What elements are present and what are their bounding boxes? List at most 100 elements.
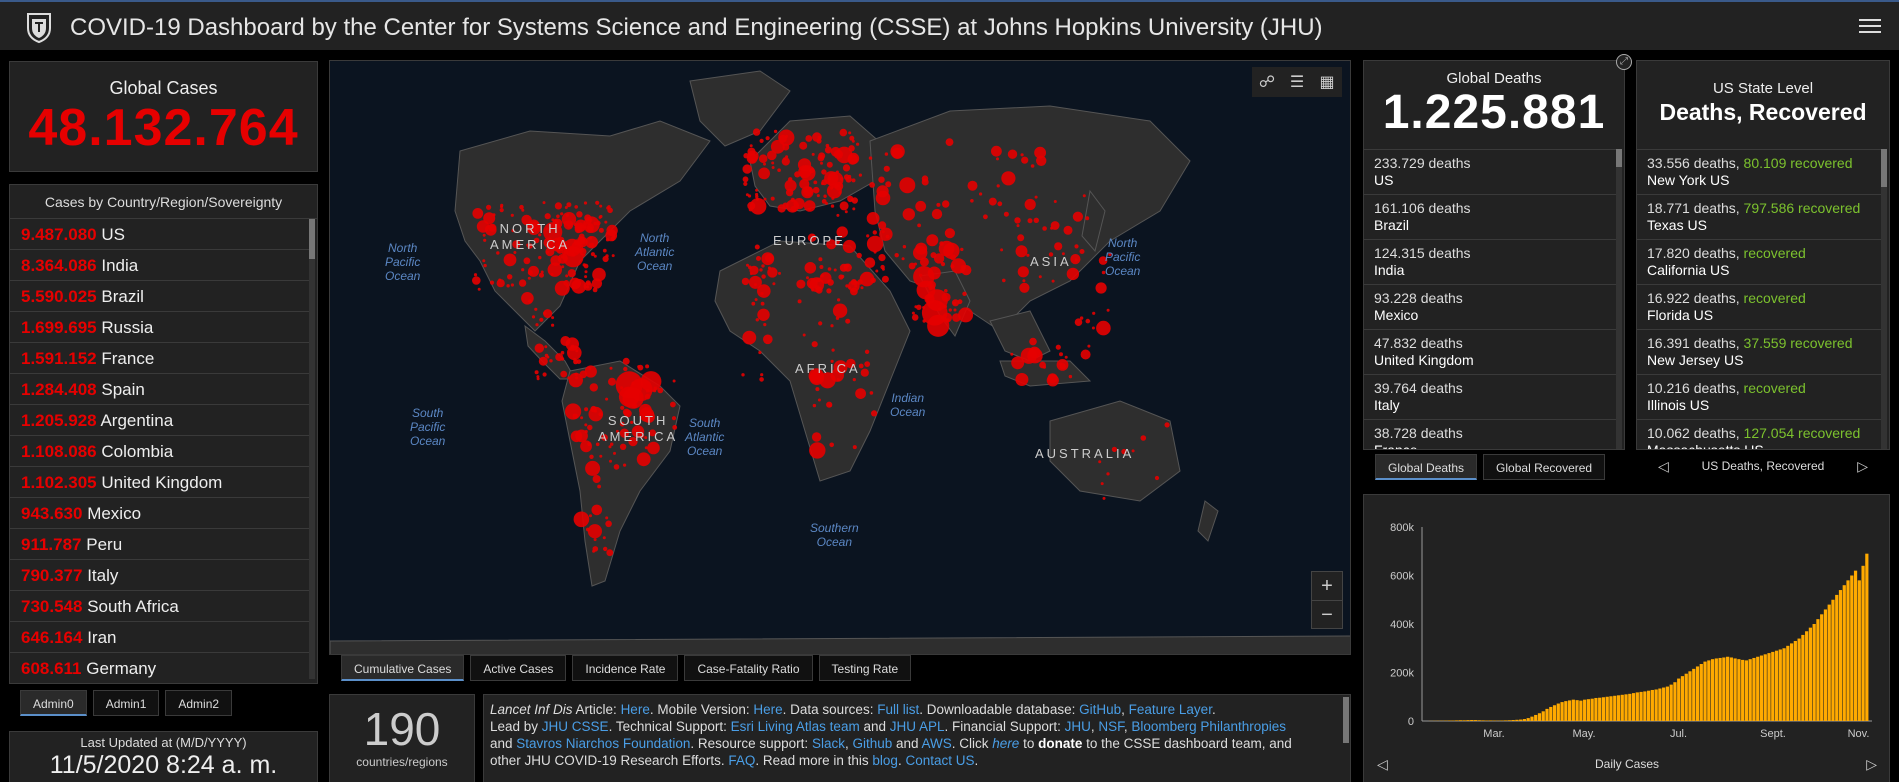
case-bubble[interactable]	[773, 129, 778, 134]
chart-bar[interactable]	[1812, 624, 1816, 721]
case-bubble[interactable]	[583, 216, 600, 233]
case-bubble[interactable]	[996, 184, 1000, 188]
country-row[interactable]: 790.377 Italy	[10, 560, 310, 591]
case-bubble[interactable]	[534, 370, 539, 375]
case-bubble[interactable]	[542, 201, 546, 205]
case-bubble[interactable]	[595, 200, 600, 205]
chart-bar[interactable]	[1643, 691, 1647, 721]
chart-bar[interactable]	[1710, 659, 1715, 721]
legend-list-icon[interactable]: ☰	[1289, 74, 1305, 91]
case-bubble[interactable]	[560, 370, 568, 378]
chart-bar[interactable]	[1771, 651, 1775, 721]
case-bubble[interactable]	[823, 194, 827, 198]
case-bubble[interactable]	[580, 440, 592, 453]
case-bubble[interactable]	[866, 234, 870, 238]
case-bubble[interactable]	[543, 309, 553, 319]
case-bubble[interactable]	[845, 318, 851, 324]
case-bubble[interactable]	[1111, 446, 1117, 452]
case-bubble[interactable]	[585, 285, 590, 289]
case-bubble[interactable]	[1106, 308, 1110, 312]
case-bubble[interactable]	[1066, 267, 1080, 281]
chart-bar[interactable]	[1729, 657, 1733, 721]
case-bubble[interactable]	[583, 225, 587, 229]
case-bubble[interactable]	[799, 141, 808, 150]
case-bubble[interactable]	[757, 284, 771, 298]
case-bubble[interactable]	[948, 308, 952, 312]
case-bubble[interactable]	[831, 348, 835, 352]
case-bubble[interactable]	[988, 197, 997, 206]
case-bubble[interactable]	[615, 429, 619, 433]
case-bubble[interactable]	[796, 279, 806, 289]
case-bubble[interactable]	[983, 214, 988, 220]
case-bubble[interactable]	[608, 377, 616, 386]
chart-bar[interactable]	[1455, 720, 1459, 721]
case-bubble[interactable]	[885, 234, 890, 239]
case-bubble[interactable]	[628, 437, 638, 447]
case-bubble[interactable]	[916, 304, 922, 310]
chart-bar[interactable]	[1756, 656, 1760, 721]
case-bubble[interactable]	[609, 366, 613, 370]
case-bubble[interactable]	[1059, 352, 1063, 357]
case-bubble[interactable]	[591, 278, 603, 289]
donate-here-link[interactable]: here	[992, 736, 1020, 751]
chart-bar[interactable]	[1541, 711, 1545, 721]
chart-bar[interactable]	[1865, 553, 1869, 721]
case-bubble[interactable]	[1034, 195, 1038, 199]
case-bubble[interactable]	[602, 255, 609, 263]
case-bubble[interactable]	[472, 208, 484, 219]
case-bubble[interactable]	[1121, 448, 1127, 455]
case-bubble[interactable]	[507, 274, 513, 280]
case-bubble[interactable]	[949, 254, 956, 261]
case-bubble[interactable]	[533, 237, 540, 244]
case-bubble[interactable]	[1017, 234, 1025, 242]
case-bubble[interactable]	[639, 403, 652, 417]
country-row[interactable]: 1.205.928 Argentina	[10, 405, 310, 436]
case-bubble[interactable]	[640, 371, 662, 392]
case-bubble[interactable]	[573, 359, 579, 365]
case-bubble[interactable]	[894, 253, 899, 258]
case-bubble[interactable]	[756, 256, 761, 261]
case-bubble[interactable]	[755, 195, 759, 199]
case-bubble[interactable]	[913, 266, 935, 288]
chart-bar[interactable]	[1695, 666, 1700, 721]
case-bubble[interactable]	[770, 139, 785, 154]
case-bubble[interactable]	[849, 135, 855, 141]
case-bubble[interactable]	[875, 269, 879, 273]
country-row[interactable]: 943.630 Mexico	[10, 498, 310, 529]
chart-bar[interactable]	[1504, 720, 1508, 721]
case-bubble[interactable]	[944, 289, 948, 293]
case-bubble[interactable]	[950, 264, 955, 269]
case-bubble[interactable]	[854, 284, 858, 288]
case-bubble[interactable]	[771, 161, 775, 165]
case-bubble[interactable]	[623, 463, 627, 467]
case-bubble[interactable]	[500, 205, 503, 209]
chart-bar[interactable]	[1507, 720, 1511, 721]
chart-bar[interactable]	[1537, 713, 1542, 721]
chart-bar[interactable]	[1586, 699, 1590, 721]
case-bubble[interactable]	[584, 423, 588, 427]
chart-bar[interactable]	[1583, 699, 1587, 721]
case-bubble[interactable]	[958, 307, 974, 323]
case-bubble[interactable]	[483, 263, 487, 268]
case-bubble[interactable]	[611, 254, 615, 258]
case-bubble[interactable]	[851, 197, 858, 204]
chart-bar[interactable]	[1692, 668, 1696, 721]
case-bubble[interactable]	[832, 303, 848, 318]
chart-bar[interactable]	[1650, 689, 1654, 721]
case-bubble[interactable]	[602, 248, 607, 253]
case-bubble[interactable]	[496, 251, 500, 255]
country-row[interactable]: 730.548 South Africa	[10, 591, 310, 622]
case-bubble[interactable]	[850, 287, 858, 296]
case-bubble[interactable]	[847, 154, 858, 165]
case-bubble[interactable]	[1021, 156, 1029, 164]
case-bubble[interactable]	[536, 377, 540, 381]
chart-bar[interactable]	[1552, 705, 1557, 721]
case-bubble[interactable]	[758, 350, 762, 355]
case-bubble[interactable]	[619, 421, 625, 427]
case-bubble[interactable]	[592, 549, 596, 553]
chart-bar[interactable]	[1620, 694, 1624, 721]
chart-bar[interactable]	[1850, 575, 1854, 722]
case-bubble[interactable]	[763, 334, 773, 345]
case-bubble[interactable]	[864, 349, 870, 354]
case-bubble[interactable]	[609, 459, 612, 463]
